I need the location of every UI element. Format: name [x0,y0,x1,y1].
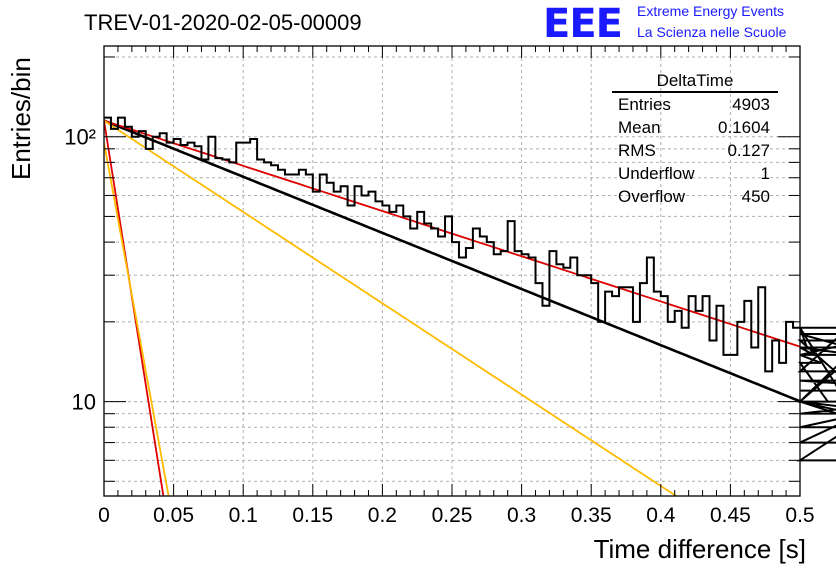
axis-ticks [103,46,801,496]
x-axis-label: Time difference [s] [593,534,806,564]
logo-line-1: Extreme Energy Events [637,3,785,19]
stats-row-entries: Entries 4903 [612,93,778,116]
stats-value: 4903 [732,95,770,114]
histogram-steps [104,116,836,462]
x-tick-label: 0.3 [507,504,536,527]
stats-row-rms: RMS 0.127 [612,139,778,162]
x-tick-label: 0.4 [646,504,676,527]
fit-curve [104,119,800,403]
fit-curve [104,120,165,496]
stats-row-underflow: Underflow 1 [612,162,778,185]
x-tick-label: 0.25 [432,504,473,527]
x-tick-label: 0.35 [571,504,612,527]
y-tick-label: 10² [64,125,96,150]
y-tick-label: 10 [72,390,96,415]
stats-label: RMS [618,141,656,160]
stats-title: DeltaTime [612,70,778,93]
x-tick-label: 0.2 [368,504,397,527]
x-tick-label: 0 [98,504,110,527]
stats-label: Entries [618,95,671,114]
axis-tick-labels: 0 0.05 0.1 0.15 0.2 0.25 0.3 0.35 0.4 0.45 0.51010… [64,125,814,527]
stats-row-overflow: Overflow 450 [612,185,778,208]
x-tick-label: 0.15 [292,504,333,527]
eee-logo: EEE [543,1,623,47]
stats-label: Overflow [618,187,686,206]
x-tick-label: 0.45 [710,504,751,527]
y-axis-label: Entries/bin [6,57,36,180]
fit-curve [104,142,170,496]
x-tick-label: 0.1 [229,504,258,527]
fit-curve [104,119,678,496]
grid-lines [104,46,800,496]
stats-value: 0.127 [727,141,770,160]
stats-value: 450 [741,187,770,206]
x-tick-label: 0.5 [785,504,814,527]
plot-title: TREV-01-2020-02-05-00009 [84,10,362,35]
stats-value: 0.1604 [718,118,770,137]
logo-line-2: La Scienza nelle Scuole [637,24,787,40]
x-tick-label: 0.05 [153,504,194,527]
stats-label: Mean [618,118,661,137]
stats-box: DeltaTime Entries 4903 Mean 0.1604 RMS 0… [612,70,778,208]
stats-row-mean: Mean 0.1604 [612,116,778,139]
stats-value: 1 [760,164,770,183]
stats-label: Underflow [618,164,695,183]
